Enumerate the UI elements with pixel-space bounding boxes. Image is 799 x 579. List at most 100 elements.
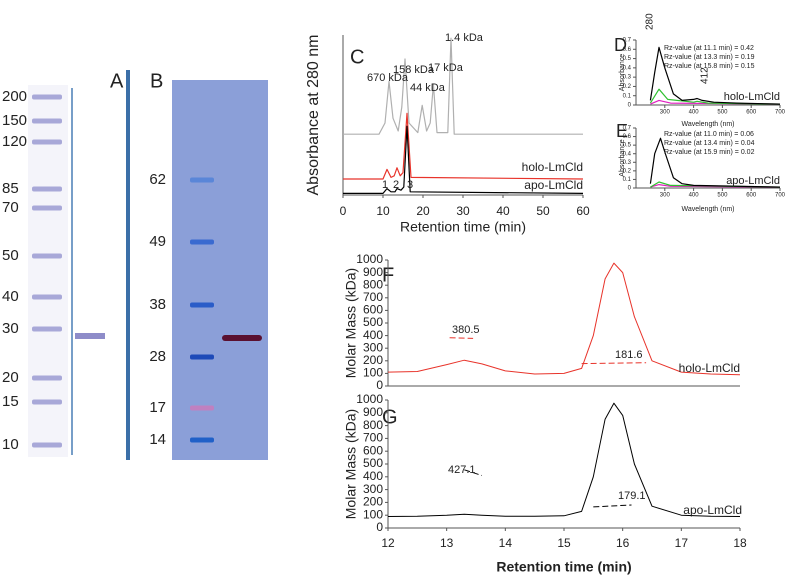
y-tick-label: 0 (628, 103, 632, 109)
annotation: 412 (700, 67, 711, 84)
y-tick-label: 900 (363, 405, 383, 419)
peak-label: 1 (382, 179, 388, 191)
marker-band (190, 302, 214, 308)
gel-a-sample-band (75, 333, 105, 339)
panel-label: A (110, 70, 124, 92)
x-tick-label: 500 (717, 193, 728, 199)
y-tick-label: 0.6 (623, 47, 632, 53)
marker-band (190, 405, 214, 411)
y-tick-label: 600 (363, 303, 383, 317)
annotation: 280 (645, 13, 656, 30)
marker-label: 40 (2, 288, 19, 305)
y-tick-label: 0 (376, 378, 383, 392)
marker-label: 70 (2, 199, 19, 216)
annotation: 427.1 (448, 464, 476, 476)
x-axis-label: Retention time (min) (400, 219, 526, 235)
marker-band (32, 94, 62, 100)
y-tick-label: 600 (363, 443, 383, 457)
mass-trace (464, 469, 483, 476)
series-label: apo-LmCld (683, 503, 742, 517)
marker-label: 20 (2, 369, 19, 386)
x-tick-label: 50 (536, 204, 550, 218)
y-axis-label: Absorbance (619, 139, 626, 176)
trace (649, 46, 781, 105)
marker-label: 14 (149, 431, 166, 448)
trace (649, 88, 781, 105)
marker-band (190, 177, 214, 183)
x-tick-label: 20 (416, 204, 430, 218)
y-tick-label: 0 (376, 520, 383, 534)
y-tick-label: 0.1 (623, 177, 632, 183)
trace (387, 262, 741, 376)
panel-label: G (382, 406, 398, 428)
panel-label: E (616, 121, 628, 141)
rz-value: Rz-value (at 13.3 min) = 0.19 (664, 54, 755, 61)
peak-label: 3 (407, 179, 413, 191)
trace (343, 37, 583, 135)
marker-band (32, 294, 62, 300)
rz-value: Rz-value (at 11.1 min) = 0.42 (664, 45, 754, 52)
y-tick-label: 0.5 (623, 143, 632, 149)
y-tick-label: 0.3 (623, 75, 632, 81)
x-axis-label: Wavelength (nm) (681, 206, 734, 213)
x-tick-label: 300 (660, 193, 671, 199)
trace (387, 402, 741, 517)
rz-value: Rz-value (at 13.4 min) = 0.04 (664, 140, 755, 147)
y-tick-label: 700 (363, 290, 383, 304)
peak-label: 2 (393, 179, 399, 191)
panel-label: B (150, 70, 163, 92)
x-tick-label: 14 (499, 536, 513, 550)
gel-b (172, 80, 268, 460)
annotation: 179.1 (618, 490, 646, 502)
x-tick-label: 15 (557, 536, 571, 550)
marker-label: 49 (149, 233, 166, 250)
annotation: 158 kDa (393, 64, 435, 76)
marker-band (32, 139, 62, 145)
panel-divider (126, 70, 130, 460)
x-axis-label: Wavelength (nm) (681, 121, 734, 128)
y-tick-label: 100 (363, 507, 383, 521)
x-tick-label: 18 (733, 536, 747, 550)
rz-value: Rz-value (at 11.0 min) = 0.06 (664, 131, 754, 138)
marker-band (32, 326, 62, 332)
panel-label: C (350, 46, 364, 68)
y-tick-label: 800 (363, 277, 383, 291)
y-tick-label: 0.4 (623, 151, 632, 157)
x-tick-label: 700 (775, 110, 786, 116)
y-tick-label: 0.2 (623, 168, 632, 174)
y-tick-label: 800 (363, 418, 383, 432)
y-tick-label: 100 (363, 366, 383, 380)
marker-label: 30 (2, 320, 19, 337)
marker-band (32, 253, 62, 259)
x-tick-label: 40 (496, 204, 510, 218)
y-tick-label: 200 (363, 353, 383, 367)
y-tick-label: 1000 (356, 252, 383, 266)
x-tick-label: 300 (660, 110, 671, 116)
x-tick-label: 400 (689, 193, 700, 199)
mass-trace (449, 337, 474, 339)
marker-label: 62 (149, 171, 166, 188)
sample-label: holo-LmCld (724, 91, 780, 103)
y-axis-label: Molar Mass (kDa) (343, 268, 359, 378)
marker-label: 85 (2, 180, 19, 197)
marker-label: 200 (2, 88, 27, 105)
marker-band (32, 205, 62, 211)
marker-label: 120 (2, 133, 27, 150)
x-tick-label: 17 (675, 536, 689, 550)
marker-band (32, 375, 62, 381)
y-tick-label: 700 (363, 431, 383, 445)
annotation: 670 kDa (367, 72, 409, 84)
y-tick-label: 400 (363, 328, 383, 342)
y-tick-label: 0.3 (623, 160, 632, 166)
y-tick-label: 0.7 (623, 38, 632, 44)
trace (649, 137, 781, 188)
marker-label: 50 (2, 247, 19, 264)
marker-label: 15 (2, 393, 19, 410)
marker-label: 38 (149, 296, 166, 313)
y-tick-label: 0 (628, 186, 632, 192)
y-axis-label: Absorbance (619, 54, 626, 91)
marker-band (190, 354, 214, 360)
y-tick-label: 900 (363, 265, 383, 279)
sample-label: apo-LmCld (726, 175, 780, 187)
